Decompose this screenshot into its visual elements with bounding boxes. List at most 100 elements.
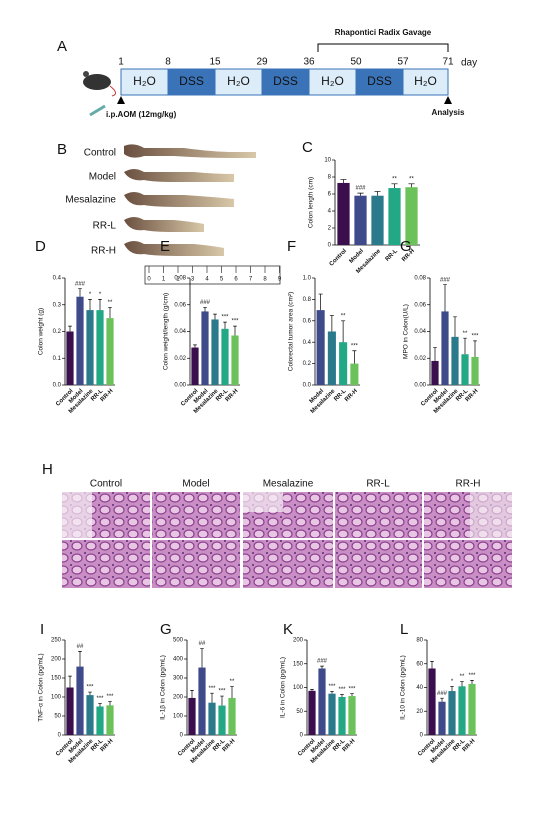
significance: ###	[317, 659, 328, 665]
y-tick-label: 0.02	[174, 356, 186, 362]
mouse-tail	[109, 85, 116, 97]
bar	[468, 683, 476, 735]
histology-images	[62, 492, 512, 588]
significance: ***	[218, 689, 226, 695]
panel-letter: G	[400, 238, 412, 255]
y-tick-label: 10	[324, 158, 331, 164]
error-bar	[203, 307, 207, 312]
mouse-ear	[83, 71, 89, 77]
y-tick-label: 0	[58, 733, 62, 739]
error-bar	[329, 315, 334, 332]
significance: ###	[437, 691, 448, 697]
error-bar	[340, 179, 347, 183]
ruler-label: 4	[205, 277, 209, 283]
error-bar	[220, 695, 224, 706]
histology-label: Control	[90, 479, 122, 490]
bar	[308, 690, 316, 735]
bar	[328, 693, 336, 735]
y-tick-label: 0.0	[53, 383, 62, 389]
bar	[76, 296, 84, 385]
error-bar	[190, 690, 194, 698]
panel-letter: H	[42, 461, 53, 478]
y-tick-label: 0.00	[414, 383, 426, 389]
y-tick-label: 0.1	[53, 356, 62, 362]
error-bar	[98, 703, 102, 707]
sample-label: RR-L	[93, 221, 117, 232]
bar	[327, 331, 336, 385]
bar	[188, 697, 196, 735]
ruler-label: 2	[176, 277, 180, 283]
error-bar	[310, 689, 314, 691]
injection-label: i.p.AOM (12mg/kg)	[106, 110, 177, 119]
significance: **	[108, 300, 113, 306]
significance: *	[99, 292, 102, 298]
y-tick-label: 0.2	[53, 329, 62, 335]
timeline-segment	[355, 68, 404, 96]
y-tick-label: 0.06	[414, 302, 426, 308]
day-label: 8	[165, 57, 171, 68]
y-axis-label: IL-6 in Colon (pg/mL)	[280, 657, 287, 718]
day-label: 50	[350, 57, 362, 68]
y-tick-label: 40	[416, 685, 423, 691]
significance: **	[463, 331, 468, 337]
error-bar	[108, 701, 112, 706]
error-bar	[443, 284, 447, 312]
error-bar	[473, 340, 477, 357]
bar	[76, 666, 84, 735]
panel-letter: B	[57, 141, 67, 158]
sample-label: Mesalazine	[65, 195, 116, 206]
y-tick-label: 200	[293, 638, 304, 644]
bar	[318, 668, 326, 735]
bar	[316, 310, 325, 385]
day-label: 29	[256, 57, 268, 68]
error-bar	[88, 691, 92, 696]
day-label: 36	[303, 57, 315, 68]
error-bar	[78, 651, 82, 667]
error-bar	[341, 320, 346, 343]
histology-label: RR-L	[366, 479, 390, 490]
x-tick-label: Control	[329, 248, 349, 268]
ruler-label: 8	[263, 277, 267, 283]
y-tick-label: 20	[416, 709, 423, 715]
day-label: 15	[209, 57, 221, 68]
bar	[451, 336, 459, 385]
error-bar	[352, 350, 357, 364]
error-bar	[230, 686, 234, 698]
panel-letter: C	[302, 139, 313, 156]
significance: **	[341, 313, 346, 319]
significance: ***	[348, 686, 356, 692]
significance: ##	[77, 644, 84, 650]
bar	[218, 705, 226, 735]
bar	[461, 354, 469, 385]
ruler-label: 3	[191, 277, 195, 283]
y-tick-label: 0.08	[174, 276, 186, 282]
y-tick-label: 100	[51, 695, 62, 701]
timeline-segment	[261, 68, 310, 96]
panel-letter: F	[287, 238, 296, 255]
significance: ***	[106, 694, 114, 700]
error-bar	[200, 648, 204, 668]
bar	[350, 363, 359, 385]
bar	[201, 311, 209, 385]
start-marker	[117, 96, 125, 104]
error-bar	[78, 288, 82, 297]
bar	[86, 310, 94, 385]
significance: ***	[221, 315, 229, 321]
bar	[441, 311, 449, 385]
error-bar	[88, 299, 92, 311]
significance: ***	[468, 673, 476, 679]
bar	[448, 691, 456, 735]
y-tick-label: 0.06	[174, 302, 186, 308]
error-bar	[408, 183, 415, 188]
error-bar	[440, 697, 444, 702]
significance: ***	[96, 696, 104, 702]
error-bar	[223, 321, 227, 329]
y-tick-label: 200	[173, 695, 184, 701]
y-tick-label: 500	[173, 638, 184, 644]
segment-label: H₂O	[227, 74, 250, 88]
significance: **	[392, 176, 397, 182]
y-tick-label: 60	[416, 661, 423, 667]
bar	[86, 695, 94, 735]
y-tick-label: 250	[51, 638, 62, 644]
